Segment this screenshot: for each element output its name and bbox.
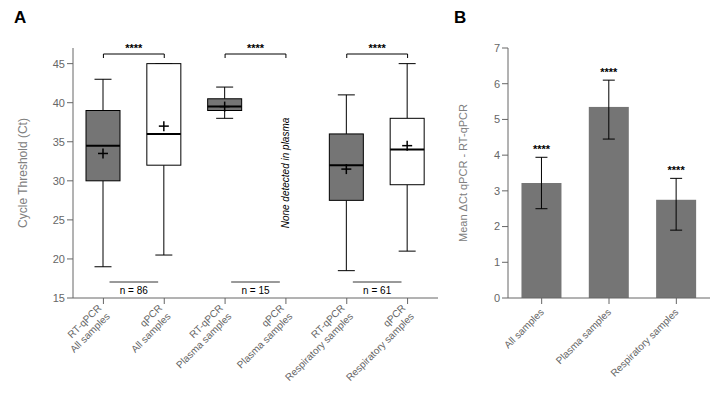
svg-text:qPCRPlasma samples: qPCRPlasma samples xyxy=(226,302,294,370)
svg-text:Respiratory samples: Respiratory samples xyxy=(608,306,680,378)
svg-text:20: 20 xyxy=(53,253,65,265)
svg-text:35: 35 xyxy=(53,136,65,148)
svg-text:****: **** xyxy=(600,66,618,78)
svg-text:****: **** xyxy=(369,42,387,54)
svg-text:30: 30 xyxy=(53,175,65,187)
svg-text:6: 6 xyxy=(494,78,500,90)
svg-text:n = 86: n = 86 xyxy=(120,285,149,296)
svg-text:****: **** xyxy=(247,42,265,54)
svg-text:3: 3 xyxy=(494,185,500,197)
svg-text:5: 5 xyxy=(494,113,500,125)
html-text:B: B xyxy=(454,8,467,27)
svg-text:4: 4 xyxy=(494,149,500,161)
svg-text:7: 7 xyxy=(494,42,500,54)
svg-text:****: **** xyxy=(668,164,686,176)
svg-text:0: 0 xyxy=(494,292,500,304)
svg-text:qPCRAll samples: qPCRAll samples xyxy=(120,302,172,354)
svg-text:45: 45 xyxy=(53,58,65,70)
svg-text:Cycle Threshold (Ct): Cycle Threshold (Ct) xyxy=(16,118,30,228)
svg-text:Plasma samples: Plasma samples xyxy=(554,306,614,366)
svg-text:****: **** xyxy=(125,42,143,54)
svg-text:25: 25 xyxy=(53,214,65,226)
svg-text:1: 1 xyxy=(494,256,500,268)
svg-text:n = 61: n = 61 xyxy=(363,285,392,296)
svg-text:Mean ΔCt qPCR - RT-qPCR: Mean ΔCt qPCR - RT-qPCR xyxy=(457,104,469,242)
svg-text:None detected in plasma: None detected in plasma xyxy=(280,117,291,228)
svg-text:qPCRRespiratory samples: qPCRRespiratory samples xyxy=(335,302,416,383)
svg-text:****: **** xyxy=(533,143,551,155)
svg-text:RT-qPCRAll samples: RT-qPCRAll samples xyxy=(59,302,111,354)
svg-text:15: 15 xyxy=(53,292,65,304)
html-text:A: A xyxy=(14,8,27,27)
svg-text:n = 15: n = 15 xyxy=(241,285,270,296)
svg-text:RT-qPCRPlasma samples: RT-qPCRPlasma samples xyxy=(165,302,233,370)
svg-text:All samples: All samples xyxy=(502,306,546,350)
svg-text:2: 2 xyxy=(494,220,500,232)
svg-text:RT-qPCRRespiratory samples: RT-qPCRRespiratory samples xyxy=(275,302,356,383)
svg-text:40: 40 xyxy=(53,97,65,109)
